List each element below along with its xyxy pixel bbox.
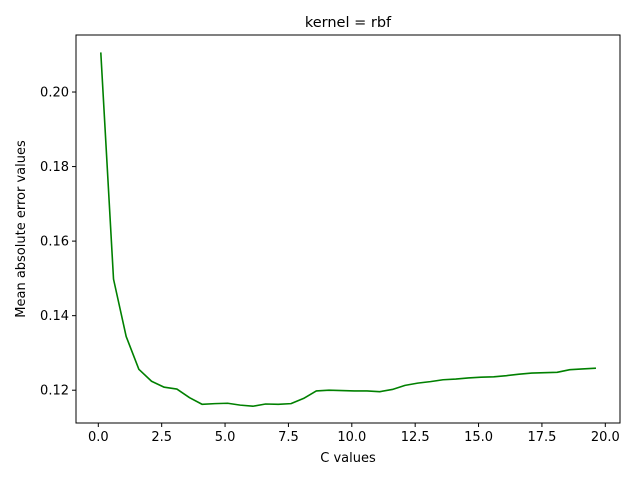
plot-area <box>99 52 597 408</box>
chart-title: kernel = rbf <box>305 15 392 31</box>
x-axis-title: C values <box>320 451 376 466</box>
x-tick-label: 0.0 <box>88 430 109 445</box>
axes-frame <box>75 34 621 424</box>
x-axis: 0.0 2.5 5.0 7.5 10.0 12.5 15.0 17.5 20.0 <box>88 423 620 445</box>
y-axis-title: Mean absolute error values <box>14 140 29 318</box>
x-tick-label: 10.0 <box>337 430 366 445</box>
y-tick-label: 0.14 <box>40 309 69 324</box>
series-line <box>99 52 597 408</box>
y-tick-label: 0.12 <box>40 384 69 399</box>
x-tick-label: 5.0 <box>215 430 236 445</box>
x-tick-label: 15.0 <box>464 430 493 445</box>
y-axis: 0.12 0.14 0.16 0.18 0.20 <box>40 86 76 399</box>
x-tick-label: 20.0 <box>591 430 620 445</box>
x-tick-label: 17.5 <box>527 430 556 445</box>
x-tick-label: 12.5 <box>401 430 430 445</box>
x-tick-label: 7.5 <box>278 430 299 445</box>
x-tick-label: 2.5 <box>151 430 172 445</box>
y-tick-label: 0.18 <box>40 160 69 175</box>
y-tick-label: 0.16 <box>40 235 69 250</box>
y-tick-label: 0.20 <box>40 86 69 101</box>
